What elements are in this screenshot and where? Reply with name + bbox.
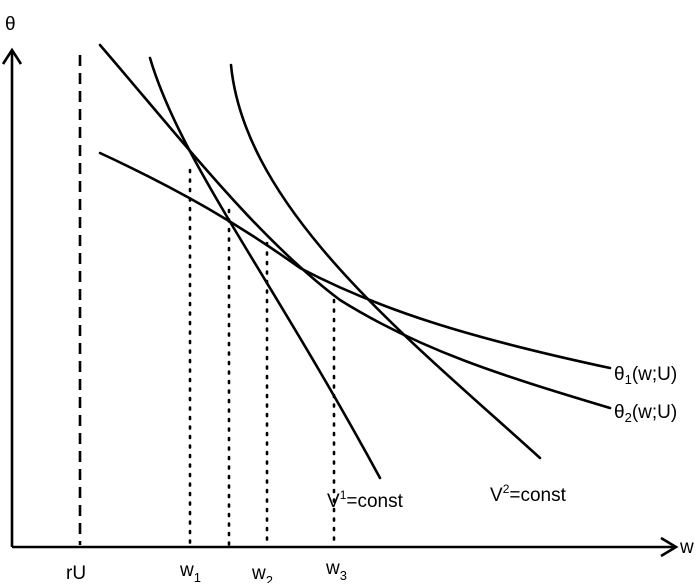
v1-label: V1=const (327, 488, 404, 512)
v2-label-suffix: =const (509, 485, 566, 506)
w3-label-base: w (325, 558, 340, 579)
w3-label-sub: 3 (340, 568, 347, 583)
v2-curve (229, 63, 542, 460)
v1-curve (148, 56, 382, 480)
y-axis-label: θ (5, 14, 16, 35)
theta2-label: θ2(w;U) (614, 402, 677, 425)
x-axis-label: w (679, 537, 694, 558)
rU-label: rU (66, 563, 86, 583)
w1-label: w1 (179, 560, 201, 583)
theta2-curve (98, 43, 612, 410)
w3-label: w3 (325, 558, 347, 583)
theta2-label-prefix: θ (614, 402, 625, 423)
w2-label: w2 (251, 563, 273, 583)
theta1-label-prefix: θ (614, 364, 625, 385)
w2-label-base: w (251, 563, 266, 583)
theta1-label: θ1(w;U) (614, 364, 677, 387)
x-axis-arrowhead (660, 536, 679, 558)
theta2-label-suffix: (w;U) (632, 402, 677, 423)
theta1-label-sub: 1 (625, 372, 632, 387)
v1-label-suffix: =const (346, 491, 403, 512)
w1-label-sub: 1 (194, 570, 201, 583)
v2-label-sup: 2 (503, 482, 510, 496)
v2-label-base: V (490, 485, 503, 506)
theta2-label-sub: 2 (625, 410, 632, 425)
y-axis-arrowhead (1, 47, 23, 65)
w1-label-base: w (179, 560, 194, 581)
v1-label-base: V (327, 491, 340, 512)
v2-label: V2=const (490, 482, 567, 506)
w2-label-sub: 2 (266, 573, 273, 583)
theta1-curve (98, 151, 612, 370)
theta1-label-suffix: (w;U) (632, 364, 677, 385)
v1-label-sup: 1 (340, 488, 347, 502)
